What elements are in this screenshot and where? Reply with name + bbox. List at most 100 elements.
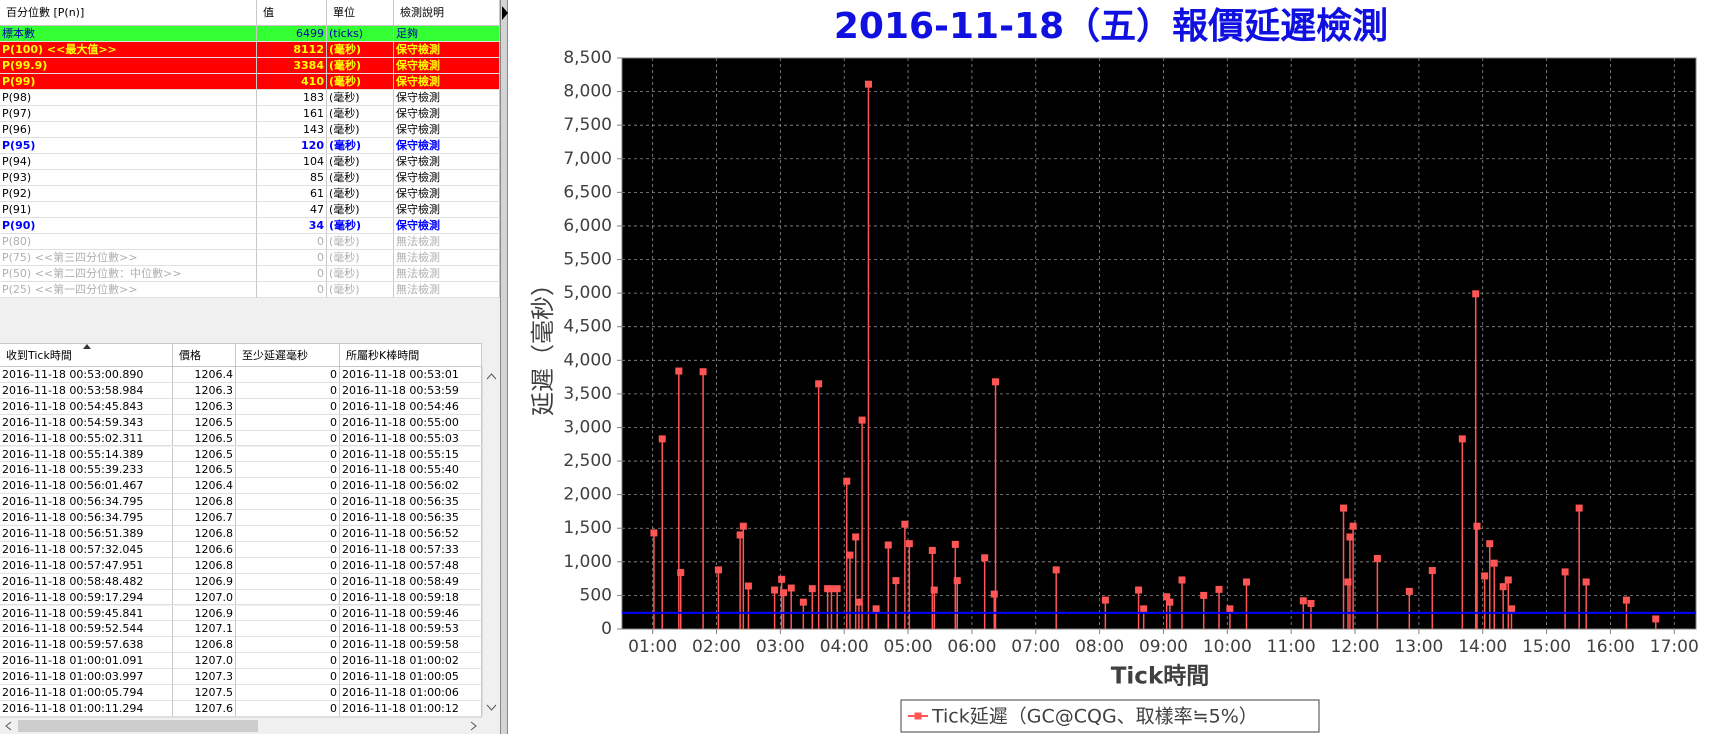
marker: [650, 529, 658, 537]
table-cell: 8112: [257, 42, 327, 58]
table-cell: 無法檢測: [394, 282, 500, 298]
table-cell: 0: [236, 494, 340, 511]
table-cell: (毫秒): [327, 138, 394, 154]
sort-arrow[interactable]: [82, 344, 92, 350]
marker: [846, 551, 854, 559]
table-cell: 2016-11-18 00:58:48.482: [0, 573, 173, 590]
x-tick-label: 07:00: [1011, 637, 1060, 657]
marker: [1472, 290, 1480, 298]
marker: [739, 522, 747, 530]
table-cell: 0: [236, 685, 340, 701]
table-cell: 保守檢測: [394, 218, 500, 234]
y-tick-label: 5,000: [563, 283, 612, 303]
marker: [824, 585, 832, 593]
table-cell: 2016-11-18 00:57:47.951: [0, 557, 173, 574]
table-cell: 2016-11-18 00:54:45.843: [0, 398, 173, 415]
table-cell: (毫秒): [327, 202, 394, 218]
x-tick-label: 10:00: [1203, 637, 1252, 657]
marker: [1481, 572, 1489, 580]
table-header: 至少延遲毫秒: [236, 343, 340, 367]
table-cell: 1206.3: [173, 398, 236, 415]
marker: [953, 577, 961, 585]
y-axis-label: 延遲（毫秒）: [529, 272, 557, 416]
splitter[interactable]: [500, 0, 508, 734]
table-cell: 2016-11-18 01:00:12: [340, 700, 482, 717]
table-cell: 1206.4: [173, 367, 236, 383]
splitter-arrow[interactable]: [501, 0, 509, 30]
table-cell: 1206.3: [173, 382, 236, 399]
table-cell: 2016-11-18 00:57:48: [340, 557, 482, 574]
table-cell: 2016-11-18 00:55:00: [340, 414, 482, 431]
x-tick-label: 08:00: [1075, 637, 1124, 657]
scroll-thumb[interactable]: [18, 720, 258, 732]
y-tick-label: 2,000: [563, 485, 612, 505]
marker: [1652, 615, 1660, 623]
table-cell: (毫秒): [327, 154, 394, 170]
table-cell: 2016-11-18 01:00:05: [340, 669, 482, 685]
marker: [1101, 596, 1109, 604]
marker: [1052, 566, 1060, 574]
marker: [799, 598, 807, 606]
table-cell: 2016-11-18 00:57:33: [340, 541, 482, 558]
table-cell: 2016-11-18 00:55:02.311: [0, 430, 173, 447]
table-cell: 2016-11-18 00:54:59.343: [0, 414, 173, 431]
x-tick-label: 06:00: [947, 637, 996, 657]
table-cell: 0: [236, 462, 340, 479]
x-tick-label: 03:00: [756, 637, 805, 657]
table-cell: 2016-11-18 00:56:34.795: [0, 494, 173, 511]
legend-box: [900, 699, 1320, 733]
table-cell: 1206.8: [173, 494, 236, 511]
x-tick-label: 17:00: [1650, 637, 1699, 657]
horizontal-scrollbar[interactable]: [0, 717, 482, 734]
y-tick-label: 0: [601, 619, 612, 639]
y-tick-label: 5,500: [563, 250, 612, 270]
scroll-arrows[interactable]: [0, 718, 482, 734]
marker: [981, 554, 989, 562]
table-cell: 1207.0: [173, 653, 236, 670]
table-cell: 2016-11-18 00:57:32.045: [0, 541, 173, 558]
table-cell: 2016-11-18 00:59:45.841: [0, 605, 173, 622]
table-cell: 2016-11-18 00:59:53: [340, 621, 482, 638]
table-cell: (毫秒): [327, 218, 394, 234]
table-cell: (毫秒): [327, 106, 394, 122]
scroll-arrows[interactable]: [483, 367, 500, 717]
marker: [677, 569, 685, 577]
table-cell: 2016-11-18 00:55:39.233: [0, 462, 173, 479]
table-cell: (ticks): [327, 26, 394, 42]
table-cell: 1206.6: [173, 541, 236, 558]
table-cell: P(99): [0, 74, 257, 90]
marker: [1346, 533, 1354, 541]
table-cell: 保守檢測: [394, 106, 500, 122]
marker: [1622, 596, 1630, 604]
marker: [930, 586, 938, 594]
table-cell: 標本數: [0, 26, 257, 42]
table-cell: 2016-11-18 00:59:52.544: [0, 621, 173, 638]
marker: [771, 586, 779, 594]
marker: [884, 541, 892, 549]
table-cell: 2016-11-18 00:59:17.294: [0, 589, 173, 606]
table-cell: 2016-11-18 00:54:46: [340, 398, 482, 415]
marker: [1299, 597, 1307, 605]
vertical-scrollbar[interactable]: [482, 367, 500, 717]
table-cell: P(80): [0, 234, 257, 250]
table-cell: P(97): [0, 106, 257, 122]
y-tick-label: 4,000: [563, 350, 612, 370]
table-cell: 2016-11-18 00:56:52: [340, 526, 482, 542]
marker: [1499, 583, 1507, 591]
marker: [905, 540, 913, 548]
table-cell: 0: [236, 430, 340, 447]
table-cell: 2016-11-18 00:56:01.467: [0, 478, 173, 495]
marker: [1507, 605, 1515, 613]
table-cell: 0: [236, 669, 340, 685]
table-cell: 保守檢測: [394, 138, 500, 154]
table-cell: 143: [257, 122, 327, 138]
table-cell: (毫秒): [327, 282, 394, 298]
x-tick-label: 01:00: [628, 637, 677, 657]
table-cell: (毫秒): [327, 90, 394, 106]
table-cell: 1206.9: [173, 573, 236, 590]
legend-marker: [914, 712, 922, 720]
table-cell: P(98): [0, 90, 257, 106]
marker: [1490, 559, 1498, 567]
table-header: 值: [257, 0, 327, 26]
table-cell: 0: [236, 653, 340, 670]
